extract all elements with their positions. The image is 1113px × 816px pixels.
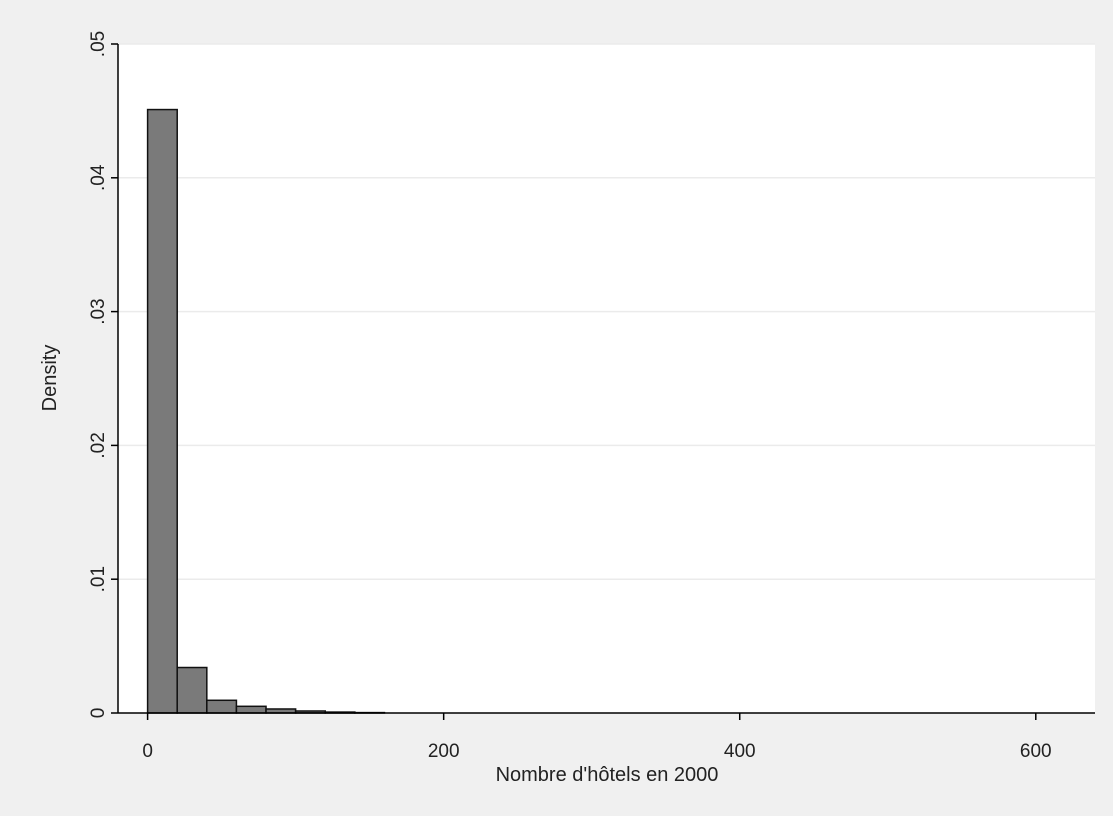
plot-background xyxy=(118,44,1095,713)
histogram-bars xyxy=(146,108,386,714)
histogram-bar xyxy=(235,705,267,714)
x-axis-title: Nombre d'hôtels en 2000 xyxy=(496,764,719,786)
y-axis-ticks: 0 .01 .02 .03 .04 .05 xyxy=(88,31,118,719)
y-tick-label: .03 xyxy=(88,298,109,324)
grid-lines xyxy=(118,43,1095,580)
y-axis-title: Density xyxy=(39,345,61,412)
histogram-bar xyxy=(206,699,238,714)
x-tick-label: 0 xyxy=(142,741,153,762)
histogram-bar xyxy=(146,108,178,714)
y-tick-label: .01 xyxy=(88,566,109,592)
y-tick-label: 0 xyxy=(88,708,109,719)
y-tick-label: .05 xyxy=(88,31,109,57)
x-axis-ticks: 0 200 400 600 xyxy=(142,713,1052,762)
x-tick-label: 400 xyxy=(724,741,756,762)
y-tick-label: .02 xyxy=(88,432,109,458)
y-tick-label: .04 xyxy=(88,164,109,191)
x-tick-label: 200 xyxy=(428,741,460,762)
x-tick-label: 600 xyxy=(1020,741,1052,762)
histogram-bar xyxy=(176,666,208,714)
